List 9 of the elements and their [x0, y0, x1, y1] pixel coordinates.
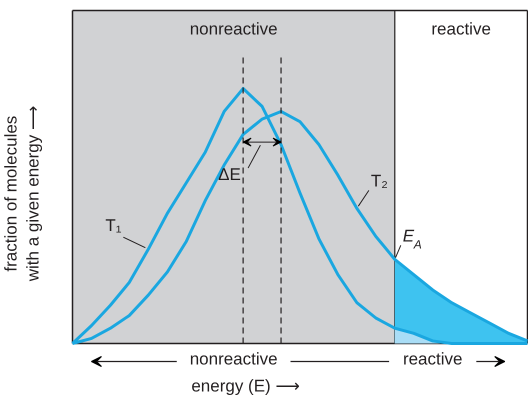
text: reactive: [431, 20, 491, 38]
text: nonreactive: [190, 20, 278, 38]
text: reactive: [402, 350, 462, 368]
y-axis-title: fraction of molecules with a given energy ⟶: [2, 106, 42, 282]
x-axis-title: energy (E) ⟶: [191, 376, 300, 396]
annotation: T₂: [370, 171, 388, 190]
annotation: T₁: [105, 216, 122, 236]
annotation: ΔE: [218, 165, 241, 184]
text: nonreactive: [190, 350, 278, 368]
